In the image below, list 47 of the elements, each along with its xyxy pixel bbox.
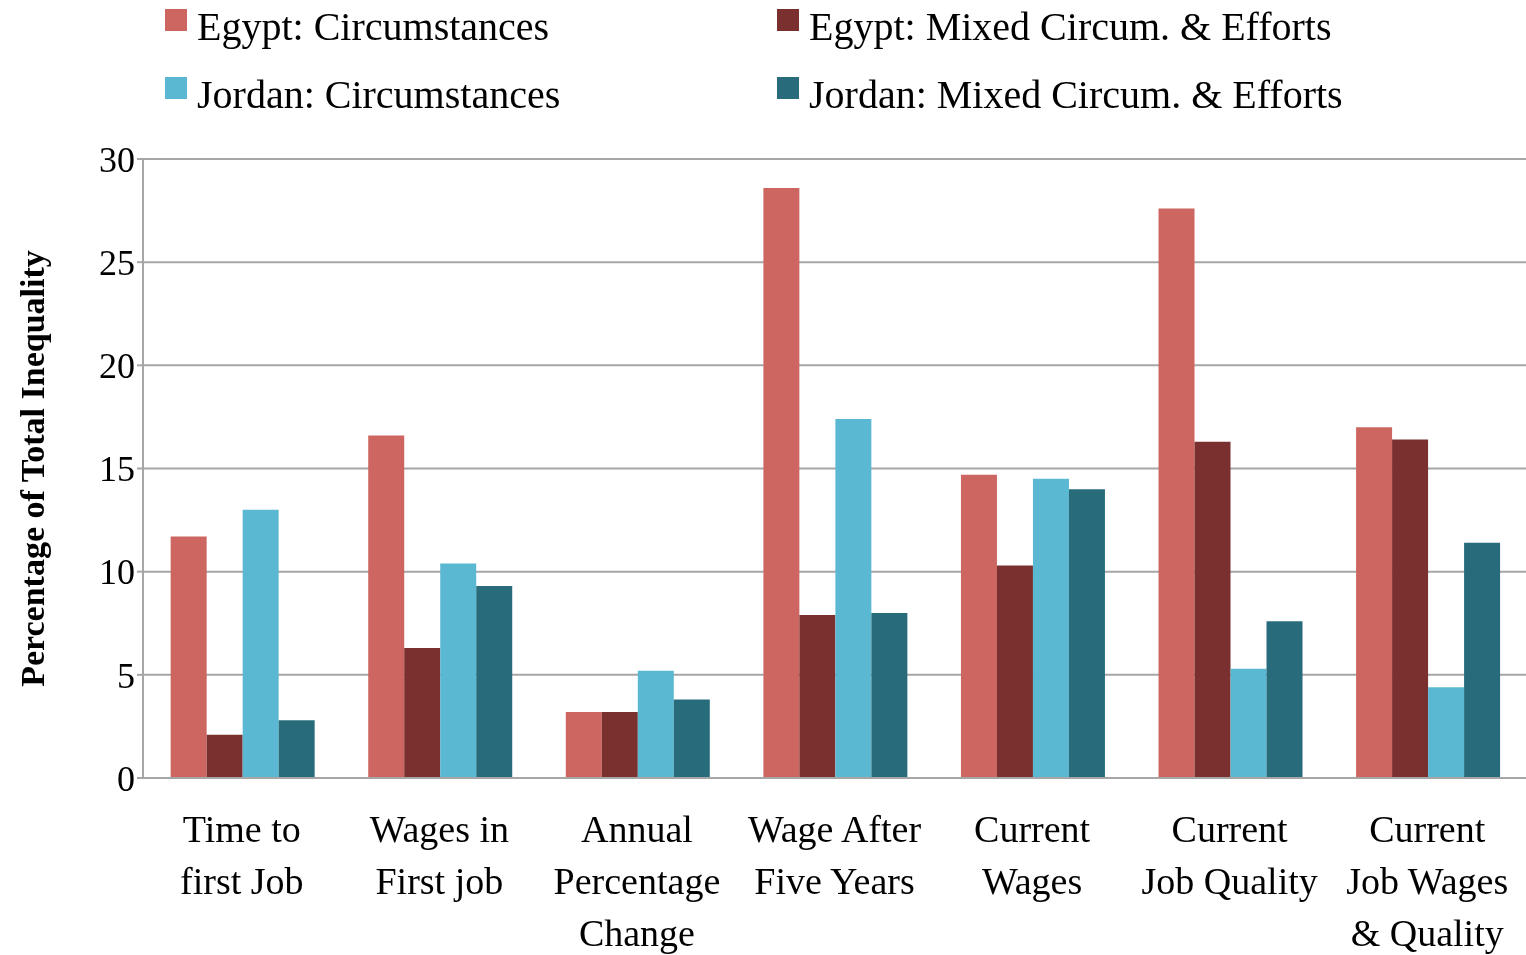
- bar: [673, 699, 710, 778]
- x-tick-label: Annual Percentage Change: [553, 808, 721, 954]
- bar: [1356, 427, 1393, 778]
- y-tick-label: 15: [99, 449, 135, 490]
- x-tick-label: Current Job Wages & Quality: [1346, 808, 1509, 954]
- legend-label: Egypt: Circumstances: [197, 4, 550, 50]
- bar: [1428, 687, 1465, 778]
- bar: [565, 711, 602, 778]
- bar: [871, 612, 908, 778]
- bar: [996, 565, 1033, 778]
- bar: [242, 509, 279, 778]
- x-tick-label: Current Job Quality: [1141, 808, 1318, 902]
- bar: [1464, 542, 1501, 778]
- x-tick-label: Wages in First job: [369, 808, 510, 902]
- x-tick-label: Wage After Five Years: [747, 808, 922, 902]
- bar: [960, 474, 997, 778]
- y-axis-title: Percentage of Total Inequality: [14, 250, 52, 687]
- bar: [1230, 668, 1267, 778]
- legend-label: Jordan: Mixed Circum. & Efforts: [809, 72, 1343, 118]
- x-tick-label: Time to first Job: [180, 808, 304, 902]
- y-tick-label: 30: [99, 139, 135, 180]
- bar: [440, 563, 477, 778]
- bar: [206, 734, 243, 778]
- bar: [170, 536, 207, 778]
- bar: [278, 720, 315, 778]
- bar: [799, 615, 836, 778]
- bar: [1194, 441, 1231, 778]
- y-tick-label: 25: [99, 242, 135, 283]
- bar: [1158, 208, 1195, 778]
- y-tick-label: 20: [99, 346, 135, 387]
- y-tick-label: 0: [117, 758, 135, 799]
- bar: [835, 418, 872, 778]
- bar: [1068, 489, 1105, 778]
- bar: [637, 670, 674, 778]
- y-tick-label: 10: [99, 552, 135, 593]
- legend-label: Jordan: Circumstances: [197, 72, 561, 118]
- bar: [404, 648, 441, 778]
- legend-label: Egypt: Mixed Circum. & Efforts: [809, 4, 1332, 50]
- bar: [1032, 478, 1069, 778]
- bar: [601, 711, 638, 778]
- bar: [476, 586, 513, 778]
- bar: [763, 187, 800, 778]
- x-tick-label: Current Wages: [974, 808, 1091, 902]
- y-tick-label: 5: [117, 655, 135, 696]
- bar: [368, 435, 405, 778]
- bar: [1392, 439, 1429, 778]
- bar: [1266, 621, 1303, 778]
